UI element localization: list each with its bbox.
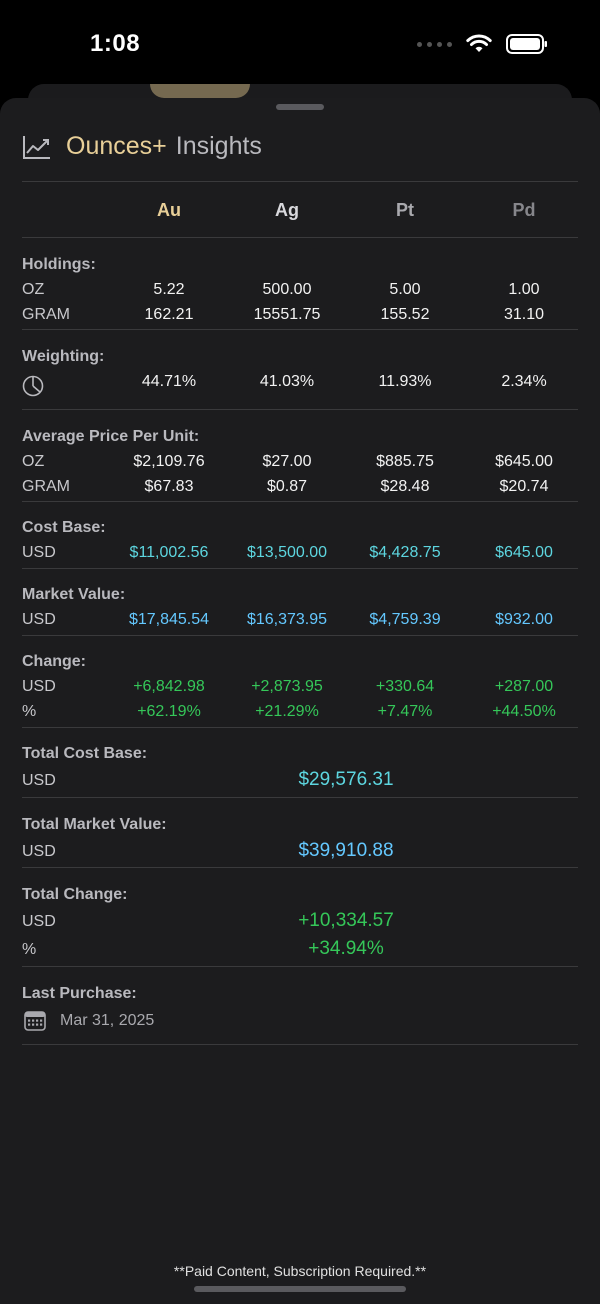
divider: [22, 501, 578, 502]
cost-base-au: $11,002.56: [129, 544, 209, 561]
total-market-value-label: Total Market Value:: [22, 816, 167, 833]
wifi-icon: [466, 34, 492, 54]
status-time: 1:08: [90, 30, 141, 57]
paid-content-note: **Paid Content, Subscription Required.**: [173, 1263, 427, 1279]
market-value-pt: $4,759.39: [369, 611, 441, 628]
cost-base-label: Cost Base:: [22, 519, 106, 536]
weighting-ag: 41.03%: [259, 373, 315, 390]
holdings-oz-au: 5.22: [153, 281, 185, 298]
holdings-gram-label: GRAM: [22, 306, 70, 323]
change-pct-au: +62.19%: [137, 703, 201, 720]
cost-base-pd: $645.00: [495, 544, 553, 561]
holdings-label: Holdings:: [22, 256, 96, 273]
divider: [22, 727, 578, 728]
total-cost-base-label: Total Cost Base:: [22, 745, 148, 762]
holdings-oz-ag: 500.00: [262, 281, 312, 298]
change-pct-pd: +44.50%: [492, 703, 556, 720]
divider: [22, 966, 578, 967]
total-change-pct-value: +34.94%: [308, 938, 384, 959]
avg-price-oz-au: $2,109.76: [133, 453, 205, 470]
divider: [22, 635, 578, 636]
column-header-au: Au: [157, 200, 181, 220]
market-value-label: Market Value:: [22, 586, 126, 603]
avg-price-oz-pd: $645.00: [495, 453, 553, 470]
weighting-au: 44.71%: [141, 373, 197, 390]
change-usd-au: +6,842.98: [133, 678, 205, 695]
total-market-value-value: $39,910.88: [298, 840, 394, 861]
holdings-gram-au: 162.21: [144, 306, 194, 323]
total-cost-base-value: $29,576.31: [298, 769, 394, 790]
total-change-label: Total Change:: [22, 886, 128, 903]
market-value-pd: $932.00: [495, 611, 553, 628]
change-pct-label: %: [22, 703, 37, 720]
avg-price-gram-ag: $0.87: [266, 478, 308, 495]
signal-dots-icon: [417, 41, 452, 47]
avg-price-oz-ag: $27.00: [262, 453, 312, 470]
total-change-pct-label: %: [22, 941, 37, 958]
last-purchase-date: Mar 31, 2025: [60, 1012, 155, 1029]
background-coin-image: [150, 84, 250, 98]
avg-price-oz-label: OZ: [22, 453, 45, 470]
avg-price-gram-pt: $28.48: [380, 478, 430, 495]
cost-base-unit: USD: [22, 544, 56, 561]
avg-price-oz-pt: $885.75: [376, 453, 434, 470]
app-title: Ounces+: [66, 132, 167, 160]
column-header-ag: Ag: [275, 200, 299, 220]
holdings-gram-ag: 15551.75: [253, 306, 321, 323]
divider: [22, 237, 578, 238]
holdings-gram-pt: 155.52: [380, 306, 430, 323]
avg-price-gram-label: GRAM: [22, 478, 70, 495]
holdings-oz-pd: 1.00: [508, 281, 540, 298]
section-title: Insights: [175, 132, 262, 160]
cost-base-pt: $4,428.75: [369, 544, 441, 561]
avg-price-gram-au: $67.83: [144, 478, 194, 495]
home-indicator: [194, 1286, 406, 1292]
divider: [22, 329, 578, 330]
weighting-label: Weighting:: [22, 348, 105, 365]
total-market-value-unit: USD: [22, 843, 56, 860]
change-usd-ag: +2,873.95: [251, 678, 323, 695]
market-value-unit: USD: [22, 611, 56, 628]
weighting-pd: 2.34%: [501, 373, 547, 390]
sheet-grabber[interactable]: [276, 104, 324, 110]
insights-sheet: Ounces+ Insights Au Ag Pt Pd Holdings: O…: [0, 98, 600, 1304]
total-change-usd-value: +10,334.57: [298, 910, 394, 931]
change-usd-pd: +287.00: [494, 678, 554, 695]
market-value-au: $17,845.54: [128, 611, 210, 628]
divider: [22, 1044, 578, 1045]
pie-chart-icon: [22, 375, 44, 397]
line-chart-icon: [23, 135, 50, 159]
holdings-oz-pt: 5.00: [389, 281, 421, 298]
change-pct-ag: +21.29%: [255, 703, 319, 720]
holdings-oz-label: OZ: [22, 281, 45, 298]
holdings-gram-pd: 31.10: [503, 306, 545, 323]
change-usd-pt: +330.64: [375, 678, 435, 695]
divider: [22, 409, 578, 410]
divider: [22, 797, 578, 798]
column-header-pt: Pt: [396, 200, 414, 220]
avg-price-label: Average Price Per Unit:: [22, 428, 200, 445]
column-header-pd: Pd: [512, 200, 536, 220]
status-icons: [417, 34, 548, 54]
change-usd-label: USD: [22, 678, 56, 695]
divider: [22, 181, 578, 182]
last-purchase-label: Last Purchase:: [22, 985, 137, 1002]
divider: [22, 867, 578, 868]
status-bar: 1:08: [0, 0, 600, 90]
calendar-icon: [24, 1011, 46, 1031]
avg-price-gram-pd: $20.74: [499, 478, 549, 495]
total-change-usd-label: USD: [22, 913, 56, 930]
cost-base-ag: $13,500.00: [246, 544, 328, 561]
change-label: Change:: [22, 653, 86, 670]
battery-icon: [506, 34, 548, 54]
total-cost-base-unit: USD: [22, 772, 56, 789]
sheet-header: Ounces+ Insights: [22, 132, 262, 161]
market-value-ag: $16,373.95: [246, 611, 328, 628]
change-pct-pt: +7.47%: [377, 703, 433, 720]
weighting-pt: 11.93%: [378, 373, 432, 390]
divider: [22, 568, 578, 569]
